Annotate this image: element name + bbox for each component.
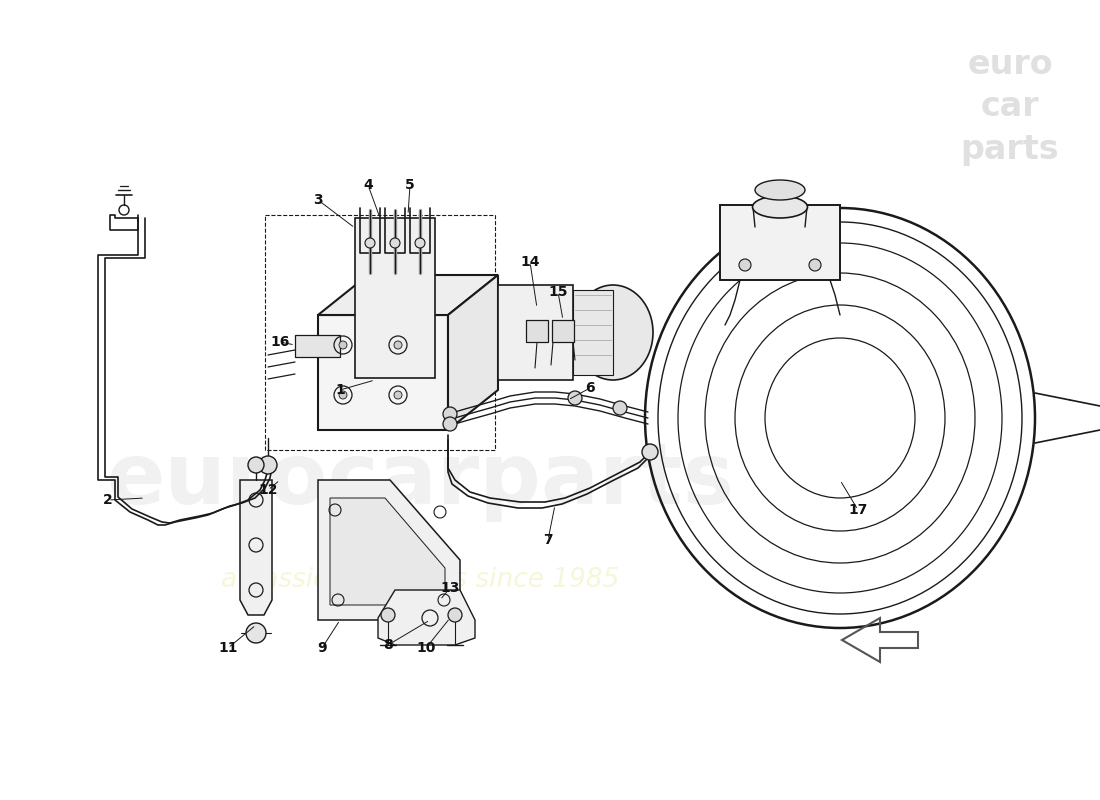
Circle shape [443, 417, 456, 431]
Text: a passion for parts since 1985: a passion for parts since 1985 [221, 567, 619, 593]
Circle shape [365, 238, 375, 248]
Bar [295, 335, 340, 357]
Ellipse shape [755, 180, 805, 200]
Text: 5: 5 [405, 178, 415, 192]
Text: 11: 11 [218, 641, 238, 655]
Text: 6: 6 [585, 381, 595, 395]
Polygon shape [330, 498, 446, 605]
Text: parts: parts [960, 133, 1059, 166]
Text: 1: 1 [336, 383, 345, 397]
Circle shape [642, 444, 658, 460]
Bar [498, 285, 573, 380]
Text: 10: 10 [416, 641, 436, 655]
Text: 12: 12 [258, 483, 277, 497]
Circle shape [339, 341, 346, 349]
Text: car: car [981, 90, 1040, 123]
Text: euro: euro [967, 49, 1053, 82]
Polygon shape [318, 480, 460, 620]
Bar [552, 320, 574, 342]
Circle shape [390, 238, 400, 248]
Circle shape [394, 391, 402, 399]
Ellipse shape [752, 196, 807, 218]
Polygon shape [378, 590, 475, 645]
Text: 2: 2 [103, 493, 113, 507]
Circle shape [568, 391, 582, 405]
Text: 9: 9 [317, 641, 327, 655]
Text: 13: 13 [440, 581, 460, 595]
Polygon shape [318, 275, 498, 315]
Circle shape [443, 407, 456, 421]
Circle shape [808, 259, 821, 271]
Bar [355, 218, 434, 378]
Circle shape [339, 391, 346, 399]
Bar [573, 290, 613, 375]
Circle shape [739, 259, 751, 271]
Text: eurocarparts: eurocarparts [106, 438, 734, 522]
Text: 14: 14 [520, 255, 540, 269]
Polygon shape [448, 275, 498, 430]
Circle shape [415, 238, 425, 248]
Circle shape [258, 456, 277, 474]
Polygon shape [240, 480, 272, 615]
Text: 17: 17 [848, 503, 868, 517]
Circle shape [246, 623, 266, 643]
Circle shape [448, 608, 462, 622]
Ellipse shape [573, 285, 653, 380]
Text: 16: 16 [271, 335, 289, 349]
Circle shape [248, 457, 264, 473]
Bar [318, 315, 448, 430]
Circle shape [381, 608, 395, 622]
Text: 8: 8 [383, 638, 393, 652]
Text: 15: 15 [548, 285, 568, 299]
Bar [265, 215, 495, 450]
Text: 3: 3 [314, 193, 322, 207]
Circle shape [613, 401, 627, 415]
Bar [720, 205, 840, 280]
Bar [526, 320, 548, 342]
Text: 7: 7 [543, 533, 553, 547]
Text: 4: 4 [363, 178, 373, 192]
Circle shape [394, 341, 402, 349]
